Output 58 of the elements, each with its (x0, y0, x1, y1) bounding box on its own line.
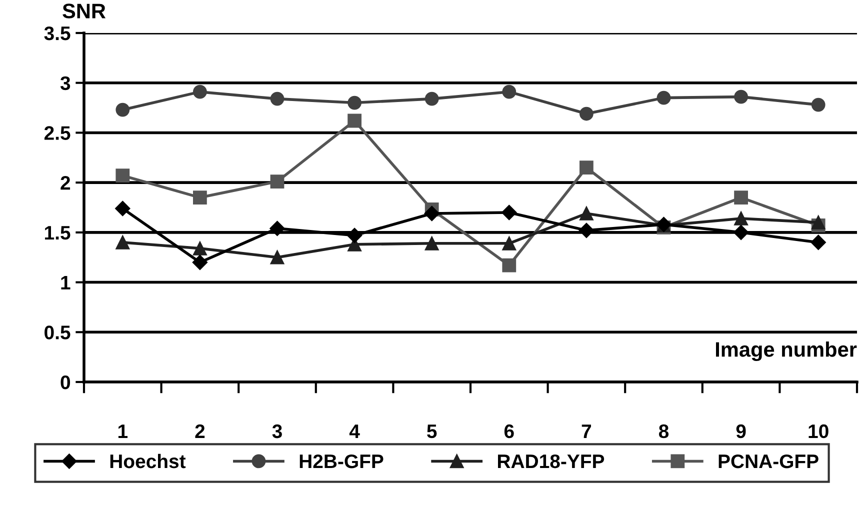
x-tick-label: 3 (272, 424, 282, 438)
point (192, 254, 208, 270)
point (346, 228, 362, 243)
point (270, 250, 284, 264)
point (115, 200, 130, 216)
x-tick-label: 6 (504, 424, 514, 438)
point (193, 190, 207, 204)
point (578, 222, 594, 238)
point (502, 258, 516, 272)
y-tick-label: 0.5 (44, 326, 70, 340)
point (734, 190, 748, 204)
point (502, 204, 517, 220)
legend-label: RAD18-YFP (498, 454, 604, 468)
x-tick-label: 5 (427, 424, 437, 438)
point (734, 212, 748, 226)
x-tick-label: 4 (349, 424, 360, 438)
x-tick-label: 1 (118, 424, 128, 438)
point (424, 236, 439, 250)
point (424, 206, 440, 222)
legend-label: PCNA-GFP (718, 454, 818, 468)
point (424, 92, 439, 106)
point (656, 90, 671, 105)
point (502, 236, 516, 250)
y-tick-label: 3 (60, 76, 70, 90)
point (810, 234, 826, 250)
point (348, 96, 362, 110)
point (193, 84, 207, 99)
y-axis-title: SNR (62, 4, 106, 18)
point (270, 220, 285, 236)
y-tick-label: 3.5 (44, 26, 70, 40)
y-tick-label: 2 (60, 176, 70, 190)
point (270, 92, 284, 106)
y-tick-label: 2.5 (44, 126, 70, 140)
y-tick-label: 0 (60, 375, 70, 390)
point (116, 168, 130, 183)
point (580, 160, 594, 175)
x-axis-title: Image number (716, 342, 857, 362)
point (116, 235, 130, 250)
y-tick-label: 1.5 (45, 226, 70, 240)
point (811, 216, 826, 230)
x-tick-label: 7 (582, 424, 592, 438)
point (348, 114, 362, 128)
point (734, 90, 748, 104)
point (193, 241, 207, 256)
x-tick-label: 8 (658, 424, 669, 438)
point (502, 84, 516, 99)
point (580, 106, 594, 121)
x-tick-label: 2 (195, 424, 205, 438)
point (270, 174, 284, 189)
legend-label: H2B-GFP (300, 454, 384, 468)
x-tick-label: 10 (808, 424, 828, 438)
x-tick-label: 9 (736, 424, 746, 438)
point (116, 102, 130, 117)
y-tick-label: 1 (61, 276, 70, 290)
point (733, 224, 749, 240)
point (580, 206, 594, 220)
legend-label: Hoechst (110, 454, 186, 468)
point (811, 98, 826, 112)
